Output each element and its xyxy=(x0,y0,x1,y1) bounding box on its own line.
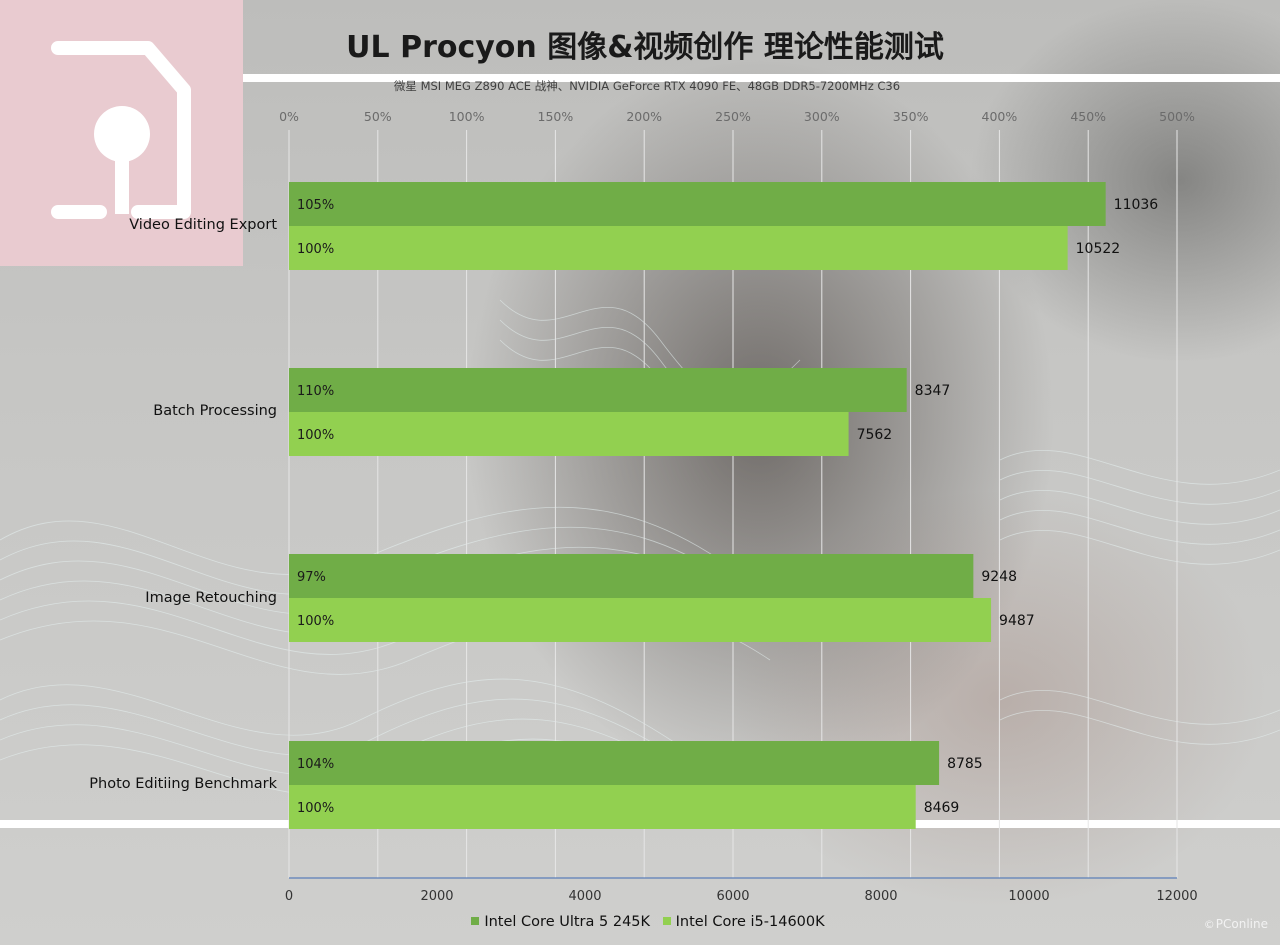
bar xyxy=(289,182,1106,226)
bar xyxy=(289,785,916,829)
bar xyxy=(289,554,974,598)
chart-subtitle: 微星 MSI MEG Z890 ACE 战神、NVIDIA GeForce RT… xyxy=(393,79,901,93)
x-axis-tick-label: 4000 xyxy=(568,889,601,904)
bar xyxy=(289,598,992,642)
document-keyhole-icon xyxy=(51,41,191,219)
bar-percent-label: 104% xyxy=(297,757,334,772)
top-axis-tick-label: 0% xyxy=(279,109,299,124)
bar-value-label: 8347 xyxy=(915,383,951,399)
bar-percent-label: 100% xyxy=(297,801,334,816)
bar xyxy=(289,741,940,785)
x-axis-tick-label: 6000 xyxy=(716,889,749,904)
bar-value-label: 8469 xyxy=(924,800,960,816)
bar-value-label: 9487 xyxy=(999,613,1035,629)
bar-value-label: 8785 xyxy=(947,756,983,772)
top-axis-tick-label: 300% xyxy=(804,109,840,124)
bar-percent-label: 100% xyxy=(297,242,334,257)
watermark: ©PConline xyxy=(1204,917,1268,931)
bar xyxy=(289,226,1068,270)
category-label: Photo Editiing Benchmark xyxy=(89,776,277,792)
top-axis-tick-label: 200% xyxy=(626,109,662,124)
top-axis-tick-label: 450% xyxy=(1070,109,1106,124)
x-axis-tick-label: 0 xyxy=(285,889,293,904)
bar-percent-label: 100% xyxy=(297,614,334,629)
legend-item: Intel Core i5-14600K xyxy=(662,914,825,930)
top-axis-tick-label: 50% xyxy=(364,109,392,124)
x-axis-tick-label: 8000 xyxy=(864,889,897,904)
top-axis-tick-label: 100% xyxy=(449,109,485,124)
legend-label: Intel Core i5-14600K xyxy=(675,914,825,930)
chart-title: UL Procyon 图像&视频创作 理论性能测试 xyxy=(346,30,944,65)
top-axis-tick-label: 250% xyxy=(715,109,751,124)
top-axis-tick-label: 400% xyxy=(982,109,1018,124)
category-label: Batch Processing xyxy=(153,403,277,419)
legend-swatch xyxy=(662,917,671,925)
legend-swatch xyxy=(471,917,480,925)
watermark-icon: © xyxy=(1203,918,1215,931)
logo-badge xyxy=(0,0,243,266)
x-axis-tick-label: 2000 xyxy=(420,889,453,904)
decor-stripe-top xyxy=(243,74,1280,82)
x-axis-tick-label: 10000 xyxy=(1008,889,1049,904)
bar-percent-label: 97% xyxy=(297,570,326,585)
legend-item: Intel Core Ultra 5 245K xyxy=(471,914,650,930)
x-axis-tick-label: 12000 xyxy=(1156,889,1197,904)
top-axis-tick-label: 150% xyxy=(538,109,574,124)
legend: Intel Core Ultra 5 245K Intel Core i5-14… xyxy=(0,914,1280,930)
watermark-text: PConline xyxy=(1215,917,1268,931)
bar-percent-label: 100% xyxy=(297,428,334,443)
top-axis-tick-label: 500% xyxy=(1159,109,1195,124)
bar-value-label: 10522 xyxy=(1076,241,1121,257)
bar-percent-label: 110% xyxy=(297,384,334,399)
legend-label: Intel Core Ultra 5 245K xyxy=(484,914,651,930)
bar-value-label: 11036 xyxy=(1114,197,1159,213)
category-label: Video Editing Export xyxy=(129,217,277,233)
bar-value-label: 7562 xyxy=(857,427,893,443)
bar-value-label: 9248 xyxy=(981,569,1017,585)
bar xyxy=(289,412,849,456)
category-label: Image Retouching xyxy=(145,590,277,606)
bar-percent-label: 105% xyxy=(297,198,334,213)
bar xyxy=(289,368,907,412)
top-axis-tick-label: 350% xyxy=(893,109,929,124)
